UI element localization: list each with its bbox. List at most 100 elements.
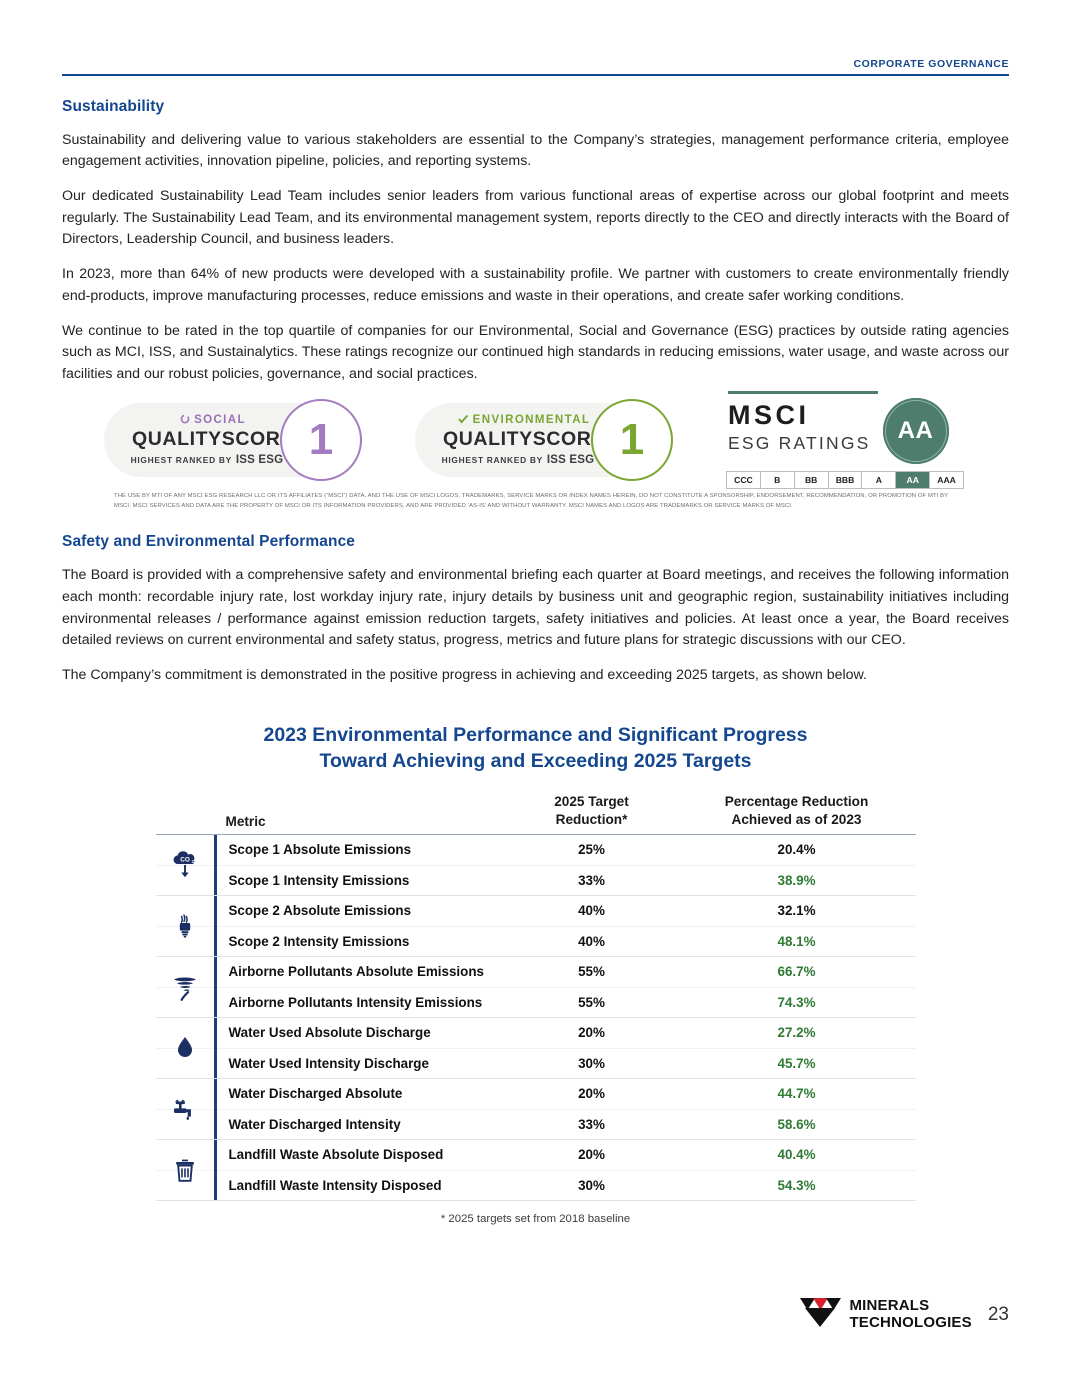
sustainability-heading: Sustainability (62, 97, 165, 115)
msci-scale-aaa: AAA (937, 474, 956, 485)
msci-subtitle: ESG RATINGS (728, 432, 871, 453)
table-metric-group: Water Used Absolute Discharge 20% 27.2% Wat… (155, 1016, 916, 1079)
iss-social-ranked-brand: ISS ESG (235, 453, 284, 466)
table-cell-achieved: 45.7% (777, 1055, 816, 1071)
msci-scale-ccc: CCC (727, 471, 761, 488)
performance-table-title-line2: Toward Achieving and Exceeding 2025 Targ… (319, 749, 752, 772)
table-row: Water Used Absolute Discharge 20% 27.2% (156, 1017, 916, 1048)
page-footer: MINERALS TECHNOLOGIES 23 (798, 1295, 1009, 1334)
table-cell-achieved: 44.7% (777, 1086, 816, 1102)
co2-cloud-down-arrow-icon: CO 2 (156, 835, 214, 895)
iss-social-category-label: SOCIAL (194, 414, 246, 427)
table-cell-metric: Scope 1 Absolute Emissions (213, 834, 506, 865)
iss-social-qualityscore-badge: SOCIAL QUALITYSCORE HIGHEST RANKED BY IS… (104, 398, 362, 481)
table-metric-group: CO 2 Scope 1 Absolute Emissions 25% 20.4% Sco… (155, 833, 916, 896)
performance-table-title: 2023 Environmental Performance and Signi… (62, 723, 1009, 775)
water-drop-icon (156, 1018, 214, 1078)
safety-heading: Safety and Environmental Performance (62, 533, 356, 551)
table-cell-metric: Scope 2 Intensity Emissions (213, 926, 506, 957)
social-circle-icon (180, 414, 190, 427)
esg-badges-row: SOCIAL QUALITYSCORE HIGHEST RANKED BY IS… (62, 390, 1009, 489)
table-row: Water Discharged Absolute 20% 44.7% (156, 1078, 916, 1109)
table-cell-target: 55% (578, 964, 605, 980)
iss-environmental-ranked-brand: ISS ESG (546, 453, 595, 466)
logo-wordmark: MINERALS TECHNOLOGIES (849, 1298, 971, 1330)
environmental-performance-table: Metric 2025 Target Reduction* Percentage… (155, 793, 916, 1225)
table-cell-achieved: 54.3% (777, 1177, 816, 1193)
safety-paragraph-2: The Company’s commitment is demonstrated… (62, 667, 867, 684)
table-cell-target: 55% (578, 994, 605, 1010)
table-cell-metric: Scope 2 Absolute Emissions (213, 895, 506, 926)
table-header-achieved-line2: Achieved as of 2023 (731, 811, 862, 827)
table-cell-achieved: 32.1% (777, 903, 816, 919)
table-row: Scope 1 Intensity Emissions 33% 38.9% (155, 864, 916, 896)
iss-social-text: SOCIAL QUALITYSCORE HIGHEST RANKED BY IS… (118, 414, 354, 466)
table-row: Landfill Waste Absolute Disposed 20% 40.4% (156, 1139, 916, 1170)
table-cell-target: 20% (578, 1086, 605, 1102)
msci-scale-bb: BB (795, 471, 829, 488)
header-section-label: CORPORATE GOVERNANCE (853, 58, 1009, 70)
logo-line-2: TECHNOLOGIES (849, 1313, 972, 1331)
table-cell-achieved: 48.1% (777, 933, 816, 949)
iss-social-main-label: QUALITYSCORE (131, 427, 295, 450)
performance-table-title-line1: 2023 Environmental Performance and Signi… (263, 723, 808, 746)
iss-environmental-category-label: ENVIRONMENTAL (472, 414, 591, 427)
table-header-metric: Metric (225, 813, 266, 829)
table-header-achieved-line1: Percentage Reduction (724, 793, 869, 809)
msci-scale-aa-active: AA (896, 471, 931, 488)
table-cell-achieved: 38.9% (777, 872, 816, 888)
table-cell-metric: Water Discharged Absolute (213, 1078, 506, 1109)
table-cell-target: 30% (578, 1177, 605, 1193)
table-row: Airborne Pollutants Intensity Emissions 5… (155, 986, 916, 1018)
table-header-target-line2: Reduction* (555, 811, 628, 827)
table-footnote: * 2025 targets set from 2018 baseline (440, 1212, 631, 1225)
sustainability-paragraph-2: Our dedicated Sustainability Lead Team i… (62, 188, 1009, 248)
msci-esg-ratings-badge: MSCI ESG RATINGS AA CCC B BB BBB A AA AA… (726, 390, 981, 489)
table-cell-metric: Scope 1 Intensity Emissions (213, 865, 506, 896)
sustainability-paragraph-3: In 2023, more than 64% of new products w… (62, 266, 1009, 304)
table-header-target: 2025 Target Reduction* (506, 793, 678, 829)
table-row: Airborne Pollutants Absolute Emissions 55… (156, 956, 916, 987)
iss-environmental-score: 1 (591, 398, 673, 481)
msci-top-divider (728, 390, 878, 394)
table-cell-target: 40% (578, 933, 605, 949)
iss-social-category: SOCIAL (118, 414, 308, 427)
table-metric-group: Scope 2 Absolute Emissions 40% 32.1% Scope … (155, 894, 916, 957)
iss-environmental-qualityscore-badge: ENVIRONMENTAL QUALITYSCORE HIGHEST RANKE… (415, 398, 673, 481)
leaf-check-icon (457, 414, 469, 427)
table-metric-group: Landfill Waste Absolute Disposed 20% 40.4%… (155, 1138, 916, 1201)
msci-wordmark: MSCI ESG RATINGS (726, 399, 871, 454)
table-cell-metric: Landfill Waste Intensity Disposed (213, 1170, 506, 1201)
sustainability-paragraph-4: We continue to be rated in the top quart… (62, 322, 1009, 383)
table-cell-target: 25% (578, 842, 605, 858)
table-cell-metric: Landfill Waste Absolute Disposed (213, 1139, 506, 1170)
header-divider (62, 74, 1009, 76)
page-number: 23 (987, 1303, 1009, 1325)
table-row: Scope 2 Absolute Emissions 40% 32.1% (156, 895, 916, 926)
table-row: Scope 2 Intensity Emissions 40% 48.1% (155, 925, 916, 957)
table-cell-metric: Water Discharged Intensity (213, 1109, 506, 1140)
table-cell-metric: Airborne Pollutants Absolute Emissions (213, 956, 506, 987)
iss-environmental-category: ENVIRONMENTAL (429, 414, 619, 427)
iss-social-ranked-prefix: HIGHEST RANKED BY (130, 454, 232, 465)
table-cell-target: 40% (578, 903, 605, 919)
table-header-achieved: Percentage Reduction Achieved as of 2023 (678, 793, 916, 829)
safety-paragraph-1: The Board is provided with a comprehensi… (62, 567, 1009, 649)
svg-text:2: 2 (191, 859, 194, 864)
msci-rating-scale: CCC B BB BBB A AA AAA (726, 470, 964, 489)
msci-disclaimer: THE USE BY MTI OF ANY MSCI ESG RESEARCH … (114, 492, 949, 509)
iss-environmental-ranked-prefix: HIGHEST RANKED BY (441, 454, 543, 465)
trash-can-icon (156, 1140, 214, 1200)
table-cell-metric: Water Used Intensity Discharge (213, 1048, 506, 1079)
table-metric-group: Airborne Pollutants Absolute Emissions 55… (155, 955, 916, 1018)
table-header-target-line1: 2025 Target (554, 793, 629, 809)
msci-title: MSCI (728, 399, 810, 430)
msci-scale-a: A (862, 471, 897, 488)
msci-scale-bbb: BBB (829, 471, 863, 488)
msci-rating-circle: AA (882, 397, 949, 464)
table-cell-target: 33% (578, 872, 605, 888)
iss-environmental-ranked-line: HIGHEST RANKED BY ISS ESG (429, 454, 619, 466)
sustainability-paragraph-1: Sustainability and delivering value to v… (62, 131, 1009, 170)
table-cell-achieved: 74.3% (777, 994, 816, 1010)
